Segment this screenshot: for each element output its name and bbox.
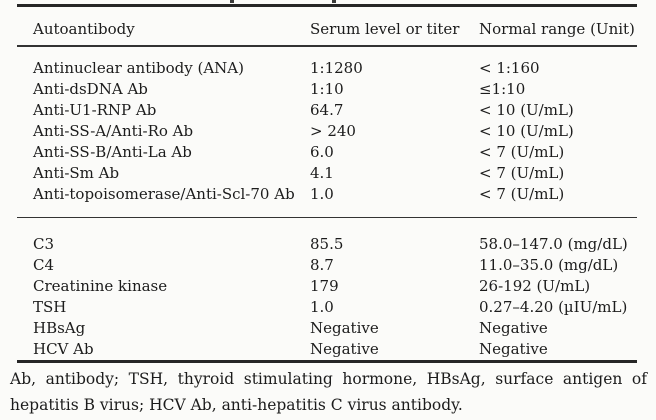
- row-range: ≤1:10: [479, 79, 526, 98]
- row-value: Negative: [310, 319, 379, 337]
- table-header-row: Autoantibody Serum level or titer Normal…: [17, 7, 637, 45]
- chemistry-section: C3 85.5 58.0–147.0 (mg/dL) C4 8.7 11.0–35.0 (…: [17, 218, 637, 360]
- row-label: C3: [33, 235, 55, 253]
- header-divider-rule: [17, 45, 637, 47]
- cropped-caption-artifact: [230, 0, 234, 3]
- column-header-serum-level: Serum level or titer: [310, 20, 460, 38]
- row-value: 4.1: [310, 163, 334, 182]
- row-range: 0.27–4.20 (µIU/mL): [479, 298, 628, 316]
- table-footnote: Ab, antibody; TSH, thyroid stimulating h…: [10, 370, 647, 414]
- row-value: 64.7: [310, 100, 344, 119]
- row-label: Antinuclear antibody (ANA): [33, 58, 244, 77]
- row-range: 58.0–147.0 (mg/dL): [479, 235, 628, 253]
- row-range: < 1:160: [479, 58, 540, 77]
- row-range: Negative: [479, 340, 548, 358]
- row-range: < 7 (U/mL): [479, 163, 565, 182]
- table-bottom-rule: [17, 360, 637, 363]
- row-value: 6.0: [310, 142, 334, 161]
- row-label: Anti-SS-A/Anti-Ro Ab: [33, 121, 194, 140]
- row-range: < 7 (U/mL): [479, 184, 565, 203]
- row-value: 1.0: [310, 184, 334, 203]
- row-label: Anti-topoisomerase/Anti-Scl-70 Ab: [33, 184, 295, 203]
- row-range: < 10 (U/mL): [479, 100, 574, 119]
- row-label: Anti-U1-RNP Ab: [33, 100, 157, 119]
- row-value: 8.7: [310, 256, 334, 274]
- row-label: HCV Ab: [33, 340, 94, 358]
- row-label: Creatinine kinase: [33, 277, 168, 295]
- row-value: 85.5: [310, 235, 344, 253]
- row-value: 1:1280: [310, 58, 363, 77]
- row-range: Negative: [479, 319, 548, 337]
- column-header-autoantibody: Autoantibody: [33, 20, 135, 38]
- table-top-rule: [17, 4, 637, 7]
- row-range: 11.0–35.0 (mg/dL): [479, 256, 619, 274]
- column-header-normal-range: Normal range (Unit): [479, 20, 635, 38]
- autoantibody-section: Antinuclear antibody (ANA) 1:1280 < 1:160 A…: [17, 47, 637, 217]
- cropped-caption-artifact: [332, 0, 336, 3]
- row-label: TSH: [33, 298, 67, 316]
- row-label: Anti-SS-B/Anti-La Ab: [33, 142, 192, 161]
- row-label: Anti-Sm Ab: [33, 163, 120, 182]
- row-label: C4: [33, 256, 55, 274]
- row-range: 26-192 (U/mL): [479, 277, 591, 295]
- row-value: 1:10: [310, 79, 344, 98]
- row-value: Negative: [310, 340, 379, 358]
- row-value: 179: [310, 277, 339, 295]
- row-label: HBsAg: [33, 319, 86, 337]
- section-divider-rule: [17, 216, 637, 218]
- row-range: < 10 (U/mL): [479, 121, 574, 140]
- lab-results-table: Autoantibody Serum level or titer Normal…: [17, 4, 637, 363]
- row-label: Anti-dsDNA Ab: [33, 79, 148, 98]
- row-range: < 7 (U/mL): [479, 142, 565, 161]
- row-value: 1.0: [310, 298, 334, 316]
- row-value: > 240: [310, 121, 356, 140]
